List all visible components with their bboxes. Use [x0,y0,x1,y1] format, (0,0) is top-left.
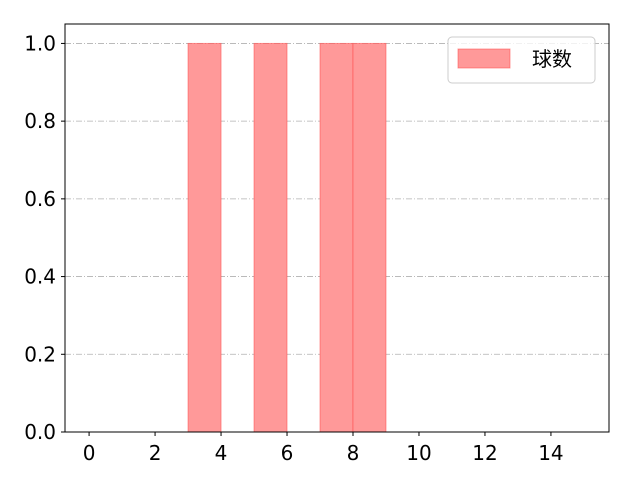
legend-swatch [457,48,511,69]
y-tick-label: 0.2 [24,342,56,366]
x-tick-label: 10 [406,441,431,465]
x-tick-label: 0 [83,441,96,465]
x-tick-label: 8 [347,441,360,465]
legend: 球数 [447,36,596,84]
y-axis: 0.0 0.2 0.4 0.6 0.8 1.0 [24,31,65,444]
y-tick-label: 0.4 [24,265,56,289]
x-tick-label: 4 [215,441,228,465]
bar [352,42,387,433]
x-tick-label: 12 [472,441,497,465]
bar [319,42,354,433]
axes-frame [64,23,610,433]
y-tick-label: 0.6 [24,187,56,211]
legend-label: 球数 [532,47,572,71]
bar [253,42,288,433]
x-tick-label: 6 [281,441,294,465]
y-tick-label: 0.0 [24,420,56,444]
y-tick-label: 1.0 [24,31,56,55]
y-tick-label: 0.8 [24,109,56,133]
x-tick-label: 14 [538,441,563,465]
x-axis: 0 2 4 6 8 10 12 14 [83,432,564,465]
bars [187,42,387,433]
bar [187,42,222,433]
x-tick-label: 2 [149,441,162,465]
